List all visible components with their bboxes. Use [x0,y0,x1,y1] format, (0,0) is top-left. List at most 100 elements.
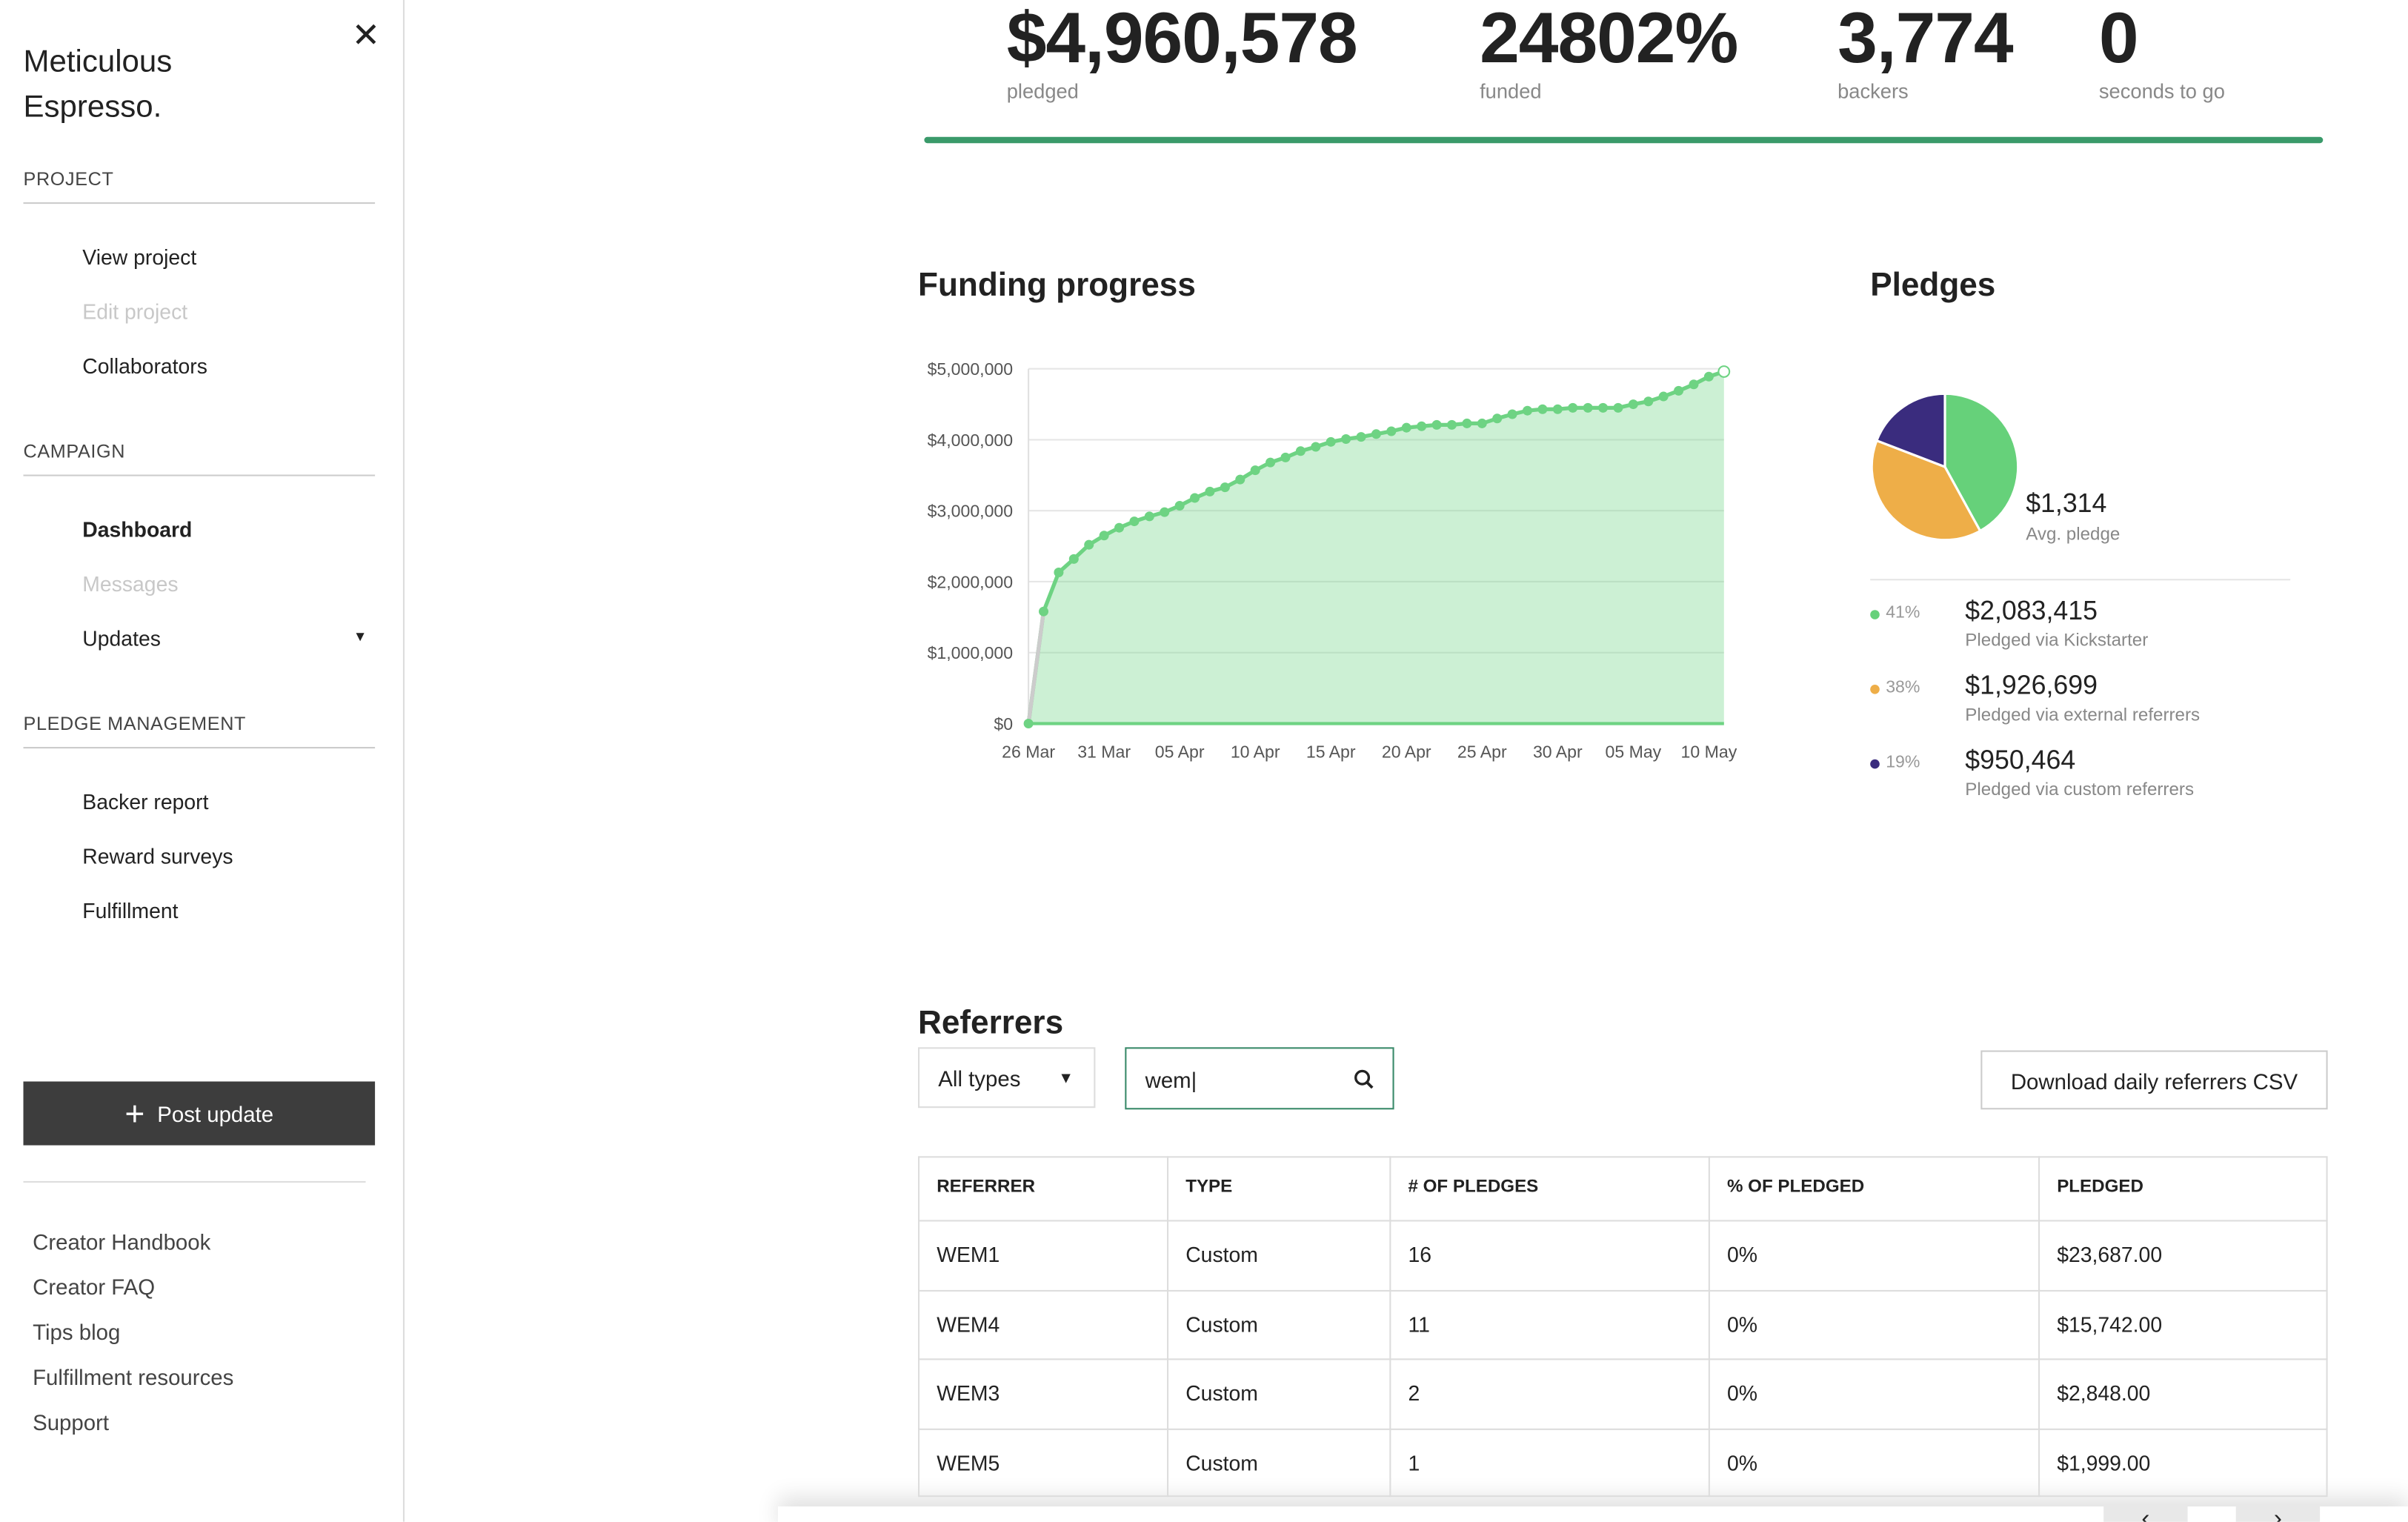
legend-pct: 38% [1886,678,1920,697]
point [1205,486,1215,496]
avg-value: $1,314 [2026,488,2107,519]
search-input[interactable]: wem| [1125,1047,1394,1110]
legend-amount: $1,926,699 [1965,671,2098,700]
table-cell: $15,742.00 [2057,1313,2163,1337]
nav-item[interactable]: Updates [82,627,161,651]
column-header: # OF PLEDGES [1408,1177,1539,1197]
column-rule [1166,1156,1169,1498]
divider [23,202,376,205]
referrers-title: Referrers [918,1005,1064,1041]
legend-pct: 19% [1886,753,1920,772]
point [1220,482,1230,493]
table-cell: 1 [1408,1452,1420,1475]
point [1068,554,1079,564]
download-button[interactable]: Download daily referrers CSV [1980,1050,2328,1110]
table-cell: 0% [1727,1452,1757,1475]
close-button[interactable]: ✕ [351,16,381,55]
x-tick-label: 05 May [1606,742,1662,762]
pie-slice [1875,392,1946,469]
legend-desc: Pledged via external referrers [1965,706,2201,725]
table-cell: WEM3 [937,1381,1000,1406]
next-page[interactable]: › [2235,1506,2321,1522]
section-title: CAMPAIGN [23,440,126,462]
table-frame [918,1156,2328,1498]
help-link[interactable]: Tips blog [33,1319,121,1345]
nav-item[interactable]: Fulfillment [82,899,179,923]
point [1552,404,1563,414]
prev-page[interactable]: ‹ [2103,1506,2188,1522]
post-update-button[interactable]: + Post update [23,1081,376,1146]
table-cell: 0% [1727,1243,1757,1267]
pie-slice [1943,392,2020,533]
column-header: REFERRER [937,1177,1036,1197]
search-text: wem [1145,1067,1191,1093]
point [1023,718,1034,729]
table-cell: $2,848.00 [2057,1381,2151,1406]
point [1129,516,1140,527]
row-rule [918,1289,2328,1292]
table-cell: 2 [1408,1381,1420,1406]
legend-amount: $2,083,415 [1965,596,2098,626]
point [1280,452,1291,462]
nav-item[interactable]: Edit project [82,300,188,324]
nav-item[interactable]: View project [82,245,197,270]
caret: ▼ [1058,1070,1074,1088]
point [1568,402,1578,413]
stat-value: 3,774 [1837,0,2014,78]
x-tick-label: 26 Mar [1002,742,1055,762]
filter-label: All types [938,1066,1021,1091]
point [1311,442,1321,452]
nav-item[interactable]: Collaborators [82,354,207,379]
stat-value: 0 [2098,0,2139,78]
x-tick-label: 20 Apr [1382,742,1431,762]
legend-dot [1870,759,1880,769]
point [1703,371,1714,382]
nav-item[interactable]: Backer report [82,790,209,814]
point [1523,405,1533,416]
project-name: Meticulous Espresso. [23,44,173,124]
row-rule [918,1358,2328,1360]
point [1099,531,1109,541]
y-tick-label: $4,000,000 [928,431,1014,450]
x-tick-label: 31 Mar [1077,742,1131,762]
start-segment [1026,611,1046,724]
stat-label: funded [1480,79,1542,103]
point [1658,391,1669,402]
point [1114,522,1125,533]
x-tick-label: 30 Apr [1533,742,1583,762]
table-cell: 0% [1727,1381,1757,1406]
dropdown-caret: ▼ [353,628,367,645]
point [1613,402,1623,413]
x-tick-label: 05 Apr [1155,742,1205,762]
help-link[interactable]: Fulfillment resources [33,1364,234,1390]
point [1235,474,1245,485]
table-cell: WEM5 [937,1452,1000,1475]
help-link[interactable]: Support [33,1409,110,1435]
point [1401,422,1411,433]
column-rule [1389,1156,1391,1498]
nav-item[interactable]: Reward surveys [82,845,233,868]
y-tick-label: $1,000,000 [928,643,1014,662]
column-header: TYPE [1185,1177,1233,1197]
y-tick-label: $0 [994,714,1013,734]
nav-item[interactable]: Dashboard [82,518,193,542]
pie-slice [1870,439,1982,542]
y-tick-label: $5,000,000 [928,359,1014,379]
point [1583,402,1593,413]
nav-item[interactable]: Messages [82,572,179,596]
table-cell: Custom [1185,1452,1258,1475]
point [1507,409,1517,419]
avg-label: Avg. pledge [2026,525,2121,545]
point [1537,404,1548,414]
table-cell: 0% [1727,1313,1757,1337]
divider [23,746,376,749]
point [1431,419,1442,430]
section-title: PLEDGE MANAGEMENT [23,712,247,735]
point [1356,432,1366,442]
row-rule [918,1220,2328,1222]
type-filter[interactable]: All types ▼ [918,1047,1096,1109]
stat-label: pledged [1006,79,1079,103]
help-link[interactable]: Creator FAQ [33,1274,156,1300]
help-link[interactable]: Creator Handbook [33,1229,211,1255]
